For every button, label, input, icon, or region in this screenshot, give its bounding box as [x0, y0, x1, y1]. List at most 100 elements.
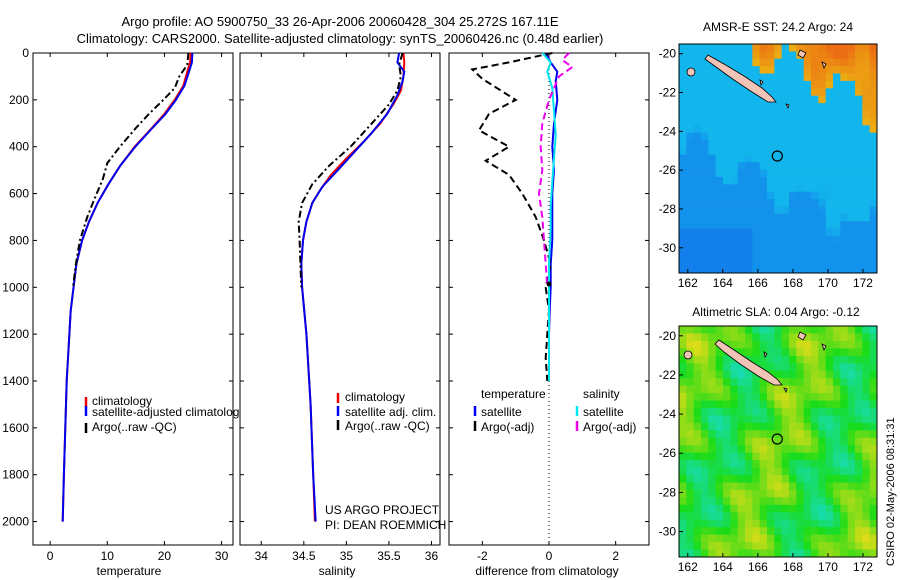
heatmap-cell: [855, 333, 863, 342]
heatmap-cell: [781, 162, 790, 170]
heatmap-cell: [693, 437, 702, 446]
heatmap-cell: [869, 467, 877, 476]
heatmap-cell: [781, 176, 790, 185]
heatmap-cell: [693, 169, 702, 178]
heatmap-cell: [723, 363, 731, 372]
heatmap-cell: [686, 191, 695, 200]
heatmap-cell: [737, 206, 746, 215]
heatmap-cell: [796, 400, 805, 409]
heatmap-cell: [737, 265, 746, 273]
heatmap-cell: [737, 385, 746, 394]
heatmap-cell: [869, 51, 877, 60]
heatmap-cell: [840, 527, 849, 536]
heatmap-cell: [862, 236, 871, 244]
heatmap-cell: [759, 452, 768, 461]
heatmap-cell: [774, 154, 783, 163]
heatmap-cell: [730, 393, 739, 401]
heatmap-cell: [737, 460, 746, 468]
heatmap-cell: [869, 110, 877, 119]
heatmap-cell: [730, 221, 739, 230]
heatmap-cell: [701, 460, 709, 468]
heatmap-cell: [825, 117, 834, 126]
legend-salinity-argo: Argo(-adj): [583, 420, 636, 434]
heatmap-cell: [803, 407, 812, 416]
heatmap-cell: [759, 250, 768, 259]
x-tick-label: -2: [477, 549, 488, 563]
heatmap-cell: [803, 355, 812, 364]
salinity-axes-frame: [239, 52, 441, 546]
heatmap-cell: [811, 95, 819, 104]
heatmap-cell: [840, 110, 849, 119]
heatmap-cell: [752, 44, 761, 52]
heatmap-cell: [811, 348, 819, 357]
heatmap-cell: [862, 542, 871, 550]
legend-header-temperature: temperature: [481, 387, 546, 401]
heatmap-cell: [708, 542, 717, 550]
heatmap-cell: [723, 147, 731, 156]
heatmap-cell: [774, 385, 783, 394]
heatmap-cell: [862, 437, 871, 446]
heatmap-cell: [752, 206, 761, 215]
heatmap-cell: [847, 542, 856, 550]
heatmap-cell: [715, 206, 724, 215]
heatmap-cell: [774, 44, 783, 52]
heatmap-cell: [811, 125, 819, 134]
heatmap-cell: [811, 415, 819, 424]
heatmap-cell: [759, 475, 768, 483]
heatmap-cell: [781, 348, 790, 357]
heatmap-cell: [855, 103, 863, 111]
heatmap-cell: [715, 51, 724, 60]
heatmap-cell: [818, 370, 827, 379]
heatmap-cell: [693, 407, 702, 416]
heatmap-cell: [679, 430, 687, 439]
heatmap-cell: [730, 527, 739, 536]
heatmap-cell: [796, 549, 805, 557]
heatmap-cell: [701, 437, 709, 446]
heatmap-cell: [708, 519, 717, 528]
heatmap-cell: [833, 176, 841, 185]
heatmap-cell: [789, 236, 797, 244]
heatmap-cell: [745, 534, 753, 543]
heatmap-cell: [869, 355, 877, 364]
map-x-tick-label: 172: [853, 276, 873, 290]
heatmap-cell: [869, 460, 877, 468]
heatmap-cell: [686, 437, 695, 446]
heatmap-cell: [767, 199, 775, 207]
heatmap-cell: [855, 445, 863, 454]
heatmap-cell: [693, 58, 702, 67]
heatmap-cell: [840, 154, 849, 163]
heatmap-cell: [752, 162, 761, 170]
map-y-tick-label: -24: [659, 407, 677, 421]
heatmap-cell: [789, 542, 797, 550]
heatmap-cell: [840, 422, 849, 431]
heatmap-cell: [855, 497, 863, 506]
heatmap-cell: [789, 154, 797, 163]
heatmap-cell: [803, 176, 812, 185]
heatmap-cell: [840, 66, 849, 74]
heatmap-cell: [855, 169, 863, 178]
heatmap-cell: [847, 452, 856, 461]
heatmap-cell: [701, 549, 709, 557]
heatmap-cell: [715, 355, 724, 364]
heatmap-cell: [847, 504, 856, 513]
heatmap-cell: [723, 250, 731, 259]
heatmap-cell: [693, 333, 702, 342]
heatmap-cell: [686, 504, 695, 513]
heatmap-cell: [730, 243, 739, 252]
heatmap-cell: [708, 162, 717, 170]
heatmap-cell: [862, 73, 871, 82]
heatmap-cell: [833, 110, 841, 119]
heatmap-cell: [840, 489, 849, 498]
heatmap-cell: [686, 169, 695, 178]
heatmap-cell: [847, 460, 856, 468]
heatmap-cell: [825, 162, 834, 170]
heatmap-cell: [701, 154, 709, 163]
heatmap-cell: [855, 140, 863, 148]
heatmap-cell: [862, 44, 871, 52]
heatmap-cell: [693, 140, 702, 148]
heatmap-cell: [811, 184, 819, 193]
heatmap-cell: [767, 460, 775, 468]
heatmap-cell: [825, 250, 834, 259]
heatmap-cell: [708, 504, 717, 513]
heatmap-cell: [847, 243, 856, 252]
